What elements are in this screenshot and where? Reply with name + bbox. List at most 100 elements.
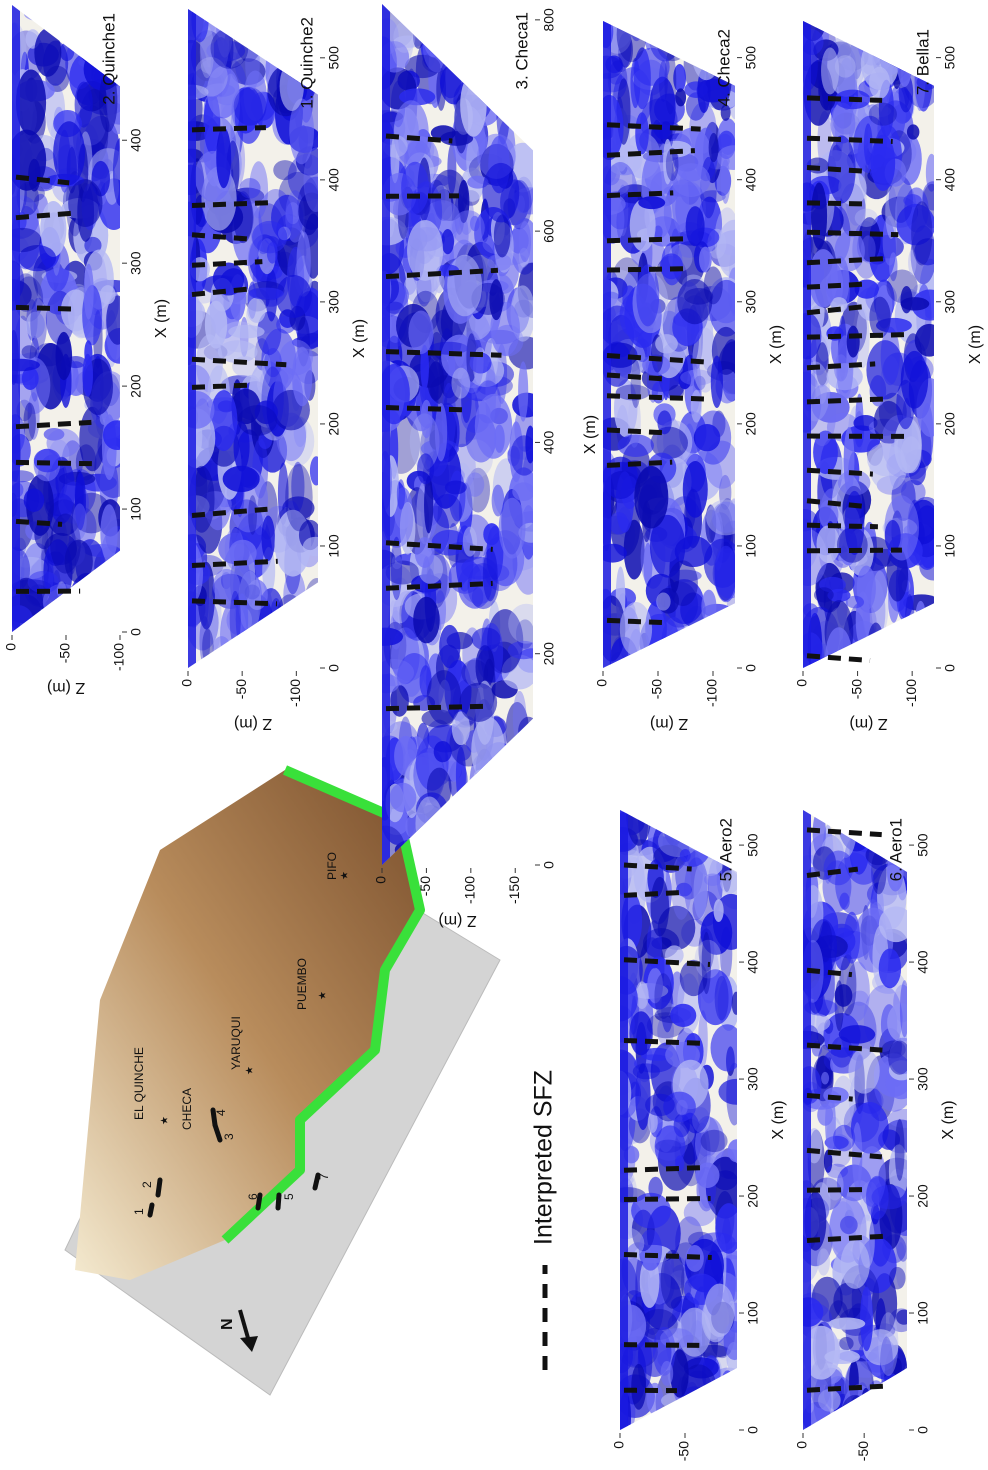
y-tick-label: 0 — [794, 679, 810, 687]
anomaly — [638, 196, 665, 209]
anomaly — [680, 634, 695, 666]
anomaly — [68, 179, 102, 227]
anomaly — [860, 1287, 873, 1352]
x-tick-label: 500 — [743, 46, 759, 70]
x-tick-label: 100 — [128, 497, 144, 521]
anomaly — [526, 791, 537, 843]
anomaly — [421, 400, 433, 438]
town-label: PIFO — [325, 852, 339, 880]
anomaly — [897, 37, 912, 87]
anomaly — [901, 297, 930, 310]
anomaly — [20, 623, 30, 640]
profile-number: 1 — [132, 1208, 146, 1215]
anomaly — [113, 138, 127, 206]
anomaly — [441, 17, 478, 54]
anomaly — [253, 646, 264, 686]
anomaly — [693, 802, 717, 841]
anomaly — [477, 63, 509, 88]
anomaly — [498, 844, 510, 866]
y-axis-label: Z (m) — [438, 912, 476, 929]
rotated-figure: EL QUINCHE CHECA YARUQUI PUEMBO PIFO 1 2… — [0, 0, 984, 1470]
anomaly — [226, 19, 247, 35]
anomaly — [829, 1317, 866, 1329]
anomaly — [905, 594, 915, 651]
anomaly — [896, 1310, 912, 1325]
anomaly — [717, 145, 750, 170]
x-tick-label: 400 — [745, 950, 761, 974]
anomaly — [892, 1373, 911, 1438]
anomaly — [716, 610, 742, 632]
anomaly — [430, 828, 468, 850]
anomaly — [473, 31, 510, 53]
anomaly — [714, 546, 737, 602]
x-tick-label: 0 — [745, 1426, 761, 1434]
anomaly — [84, 264, 94, 320]
anomaly — [732, 992, 741, 1015]
fault — [607, 620, 665, 622]
anomaly — [433, 494, 462, 528]
anomaly — [895, 1119, 905, 1181]
anomaly — [906, 641, 920, 676]
anomaly — [728, 1139, 746, 1162]
anomaly — [230, 591, 241, 646]
anomaly — [721, 619, 746, 656]
anomaly — [617, 7, 647, 63]
anomaly — [699, 1389, 709, 1450]
panel-title: 6. Aero1 — [886, 818, 905, 881]
anomaly — [651, 877, 670, 937]
anomaly — [65, 540, 93, 583]
profile-number: 5 — [282, 1193, 296, 1200]
anomaly — [871, 1396, 882, 1438]
anomalies — [788, 784, 922, 1453]
y-tick-label: 0 — [3, 643, 19, 651]
anomalies — [366, 0, 551, 889]
anomaly — [620, 602, 652, 656]
anomaly — [428, 361, 445, 401]
anomaly — [885, 1402, 906, 1426]
anomaly — [656, 593, 670, 611]
anomaly — [814, 587, 834, 602]
fault — [607, 430, 663, 433]
anomaly — [451, 368, 470, 399]
anomaly — [263, 623, 273, 654]
anomaly — [460, 7, 496, 37]
anomaly — [512, 482, 535, 501]
anomaly — [254, 0, 274, 42]
anomaly — [466, 35, 485, 70]
anomaly — [56, 332, 73, 380]
x-tick-label: 300 — [915, 1067, 931, 1091]
anomaly — [415, 797, 443, 851]
anomaly — [902, 616, 917, 640]
anomaly — [833, 1125, 855, 1152]
anomaly — [280, 645, 294, 670]
anomaly — [417, 453, 434, 484]
y-tick-label: -150 — [506, 876, 522, 904]
anomaly — [684, 1199, 716, 1226]
x-axis-label: X (m) — [153, 299, 170, 338]
anomaly — [826, 1170, 843, 1201]
profile-number: 4 — [214, 1109, 228, 1116]
anomaly — [598, 544, 627, 563]
anomaly — [709, 133, 719, 162]
x-axis-label: X (m) — [940, 1100, 957, 1139]
panel-title: 5. Aero2 — [716, 818, 735, 881]
anomaly — [652, 381, 665, 403]
anomaly — [859, 1215, 874, 1269]
panel-title: 2. Quinche1 — [99, 13, 118, 105]
x-tick-label: 800 — [541, 8, 557, 32]
anomaly — [459, 683, 497, 722]
town-label: EL QUINCHE — [132, 1047, 146, 1120]
anomaly — [691, 390, 702, 423]
anomaly — [490, 0, 509, 45]
anomaly — [646, 813, 677, 827]
anomaly — [16, 70, 46, 136]
anomaly — [849, 1396, 865, 1437]
x-tick-label: 400 — [541, 431, 557, 455]
fault — [624, 892, 681, 895]
anomaly — [901, 351, 928, 409]
town-star: ★ — [318, 991, 329, 1000]
anomaly — [413, 832, 429, 866]
anomaly — [676, 1100, 688, 1116]
x-tick-label: 300 — [128, 251, 144, 275]
